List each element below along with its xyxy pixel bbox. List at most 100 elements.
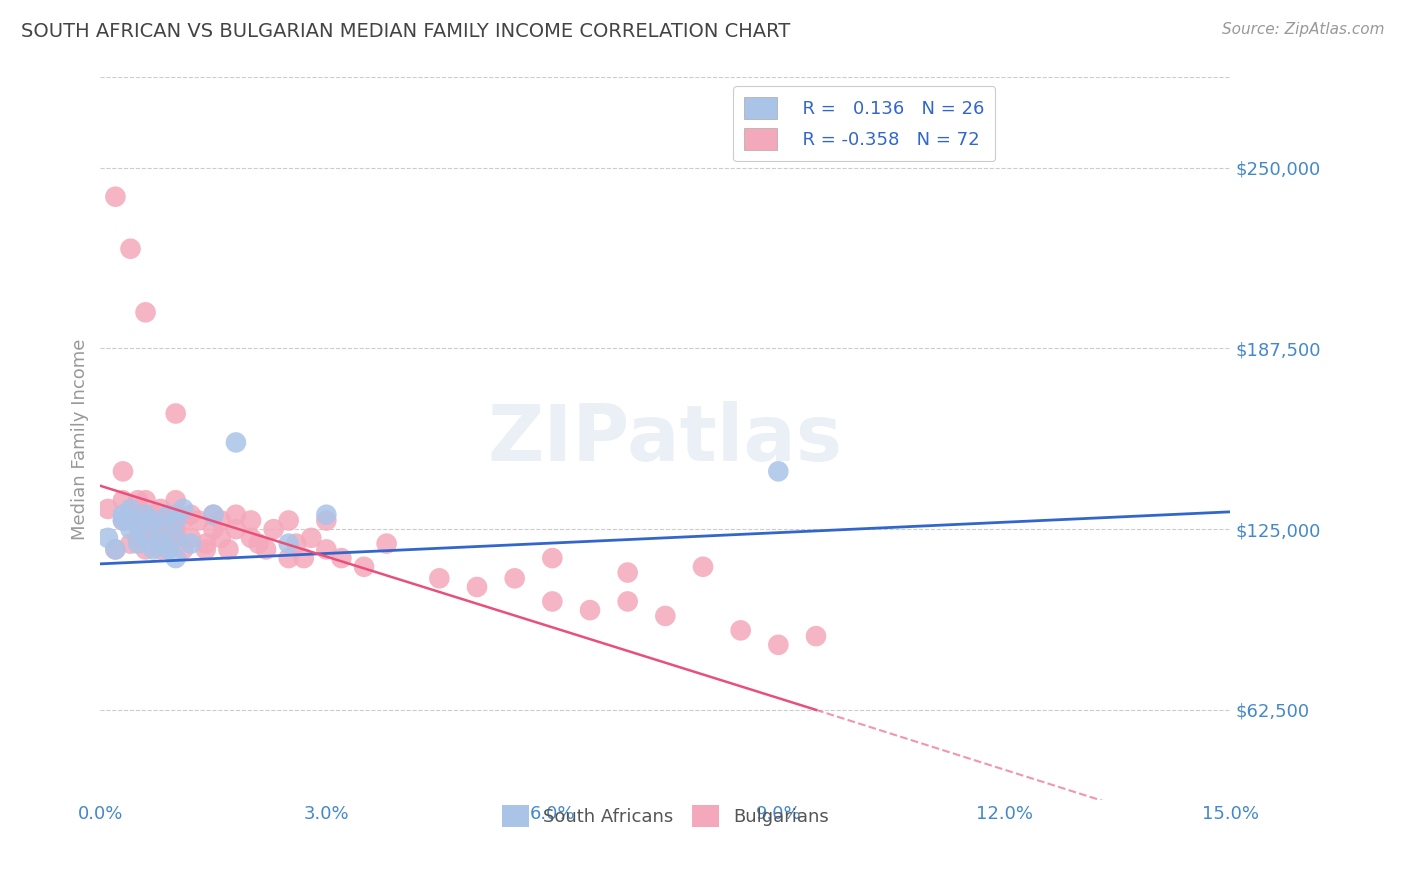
Point: [127, 508, 149, 522]
Point: [247, 536, 270, 550]
Point: [187, 514, 209, 528]
Point: [225, 522, 247, 536]
Point: [616, 594, 638, 608]
Point: [277, 514, 299, 528]
Point: [104, 542, 127, 557]
Point: [165, 551, 187, 566]
Point: [202, 508, 225, 522]
Point: [135, 531, 157, 545]
Point: [135, 522, 157, 536]
Point: [111, 514, 134, 528]
Point: [654, 608, 676, 623]
Point: [180, 508, 202, 522]
Point: [285, 536, 308, 550]
Point: [240, 531, 263, 545]
Point: [165, 531, 187, 545]
Point: [149, 542, 172, 557]
Point: [194, 536, 217, 550]
Point: [180, 536, 202, 550]
Point: [804, 629, 827, 643]
Point: [142, 531, 165, 545]
Point: [165, 522, 187, 536]
Point: [120, 514, 142, 528]
Point: [299, 531, 322, 545]
Point: [209, 531, 232, 545]
Point: [111, 464, 134, 478]
Point: [172, 502, 194, 516]
Text: ZIPatlas: ZIPatlas: [488, 401, 842, 477]
Point: [768, 464, 790, 478]
Point: [692, 559, 714, 574]
Point: [157, 514, 180, 528]
Point: [616, 566, 638, 580]
Point: [120, 522, 142, 536]
Point: [541, 594, 564, 608]
Point: [165, 514, 187, 528]
Point: [277, 536, 299, 550]
Point: [225, 508, 247, 522]
Point: [202, 508, 225, 522]
Point: [330, 551, 353, 566]
Point: [127, 531, 149, 545]
Legend: South Africans, Bulgarians: South Africans, Bulgarians: [495, 798, 837, 835]
Point: [127, 536, 149, 550]
Point: [127, 493, 149, 508]
Point: [157, 542, 180, 557]
Point: [165, 407, 187, 421]
Point: [149, 502, 172, 516]
Point: [111, 508, 134, 522]
Point: [768, 638, 790, 652]
Point: [277, 551, 299, 566]
Point: [135, 542, 157, 557]
Point: [127, 516, 149, 531]
Point: [104, 190, 127, 204]
Point: [104, 542, 127, 557]
Point: [315, 542, 337, 557]
Point: [111, 493, 134, 508]
Point: [142, 514, 165, 528]
Point: [172, 514, 194, 528]
Point: [120, 536, 142, 550]
Point: [202, 522, 225, 536]
Point: [172, 542, 194, 557]
Point: [292, 551, 315, 566]
Point: [157, 508, 180, 522]
Point: [209, 514, 232, 528]
Text: SOUTH AFRICAN VS BULGARIAN MEDIAN FAMILY INCOME CORRELATION CHART: SOUTH AFRICAN VS BULGARIAN MEDIAN FAMILY…: [21, 22, 790, 41]
Point: [142, 542, 165, 557]
Point: [120, 242, 142, 256]
Point: [97, 502, 120, 516]
Point: [240, 514, 263, 528]
Point: [127, 514, 149, 528]
Point: [97, 531, 120, 545]
Point: [541, 551, 564, 566]
Y-axis label: Median Family Income: Median Family Income: [72, 338, 89, 540]
Point: [263, 522, 285, 536]
Point: [149, 522, 172, 536]
Point: [353, 559, 375, 574]
Point: [254, 542, 277, 557]
Point: [375, 536, 398, 550]
Point: [165, 508, 187, 522]
Point: [135, 508, 157, 522]
Point: [157, 536, 180, 550]
Point: [149, 522, 172, 536]
Point: [225, 435, 247, 450]
Point: [315, 508, 337, 522]
Point: [194, 542, 217, 557]
Point: [427, 571, 450, 585]
Point: [142, 508, 165, 522]
Point: [315, 514, 337, 528]
Text: Source: ZipAtlas.com: Source: ZipAtlas.com: [1222, 22, 1385, 37]
Point: [579, 603, 602, 617]
Point: [180, 531, 202, 545]
Point: [111, 514, 134, 528]
Point: [465, 580, 488, 594]
Point: [503, 571, 526, 585]
Point: [730, 624, 752, 638]
Point: [135, 493, 157, 508]
Point: [217, 542, 239, 557]
Point: [165, 531, 187, 545]
Point: [149, 536, 172, 550]
Point: [120, 502, 142, 516]
